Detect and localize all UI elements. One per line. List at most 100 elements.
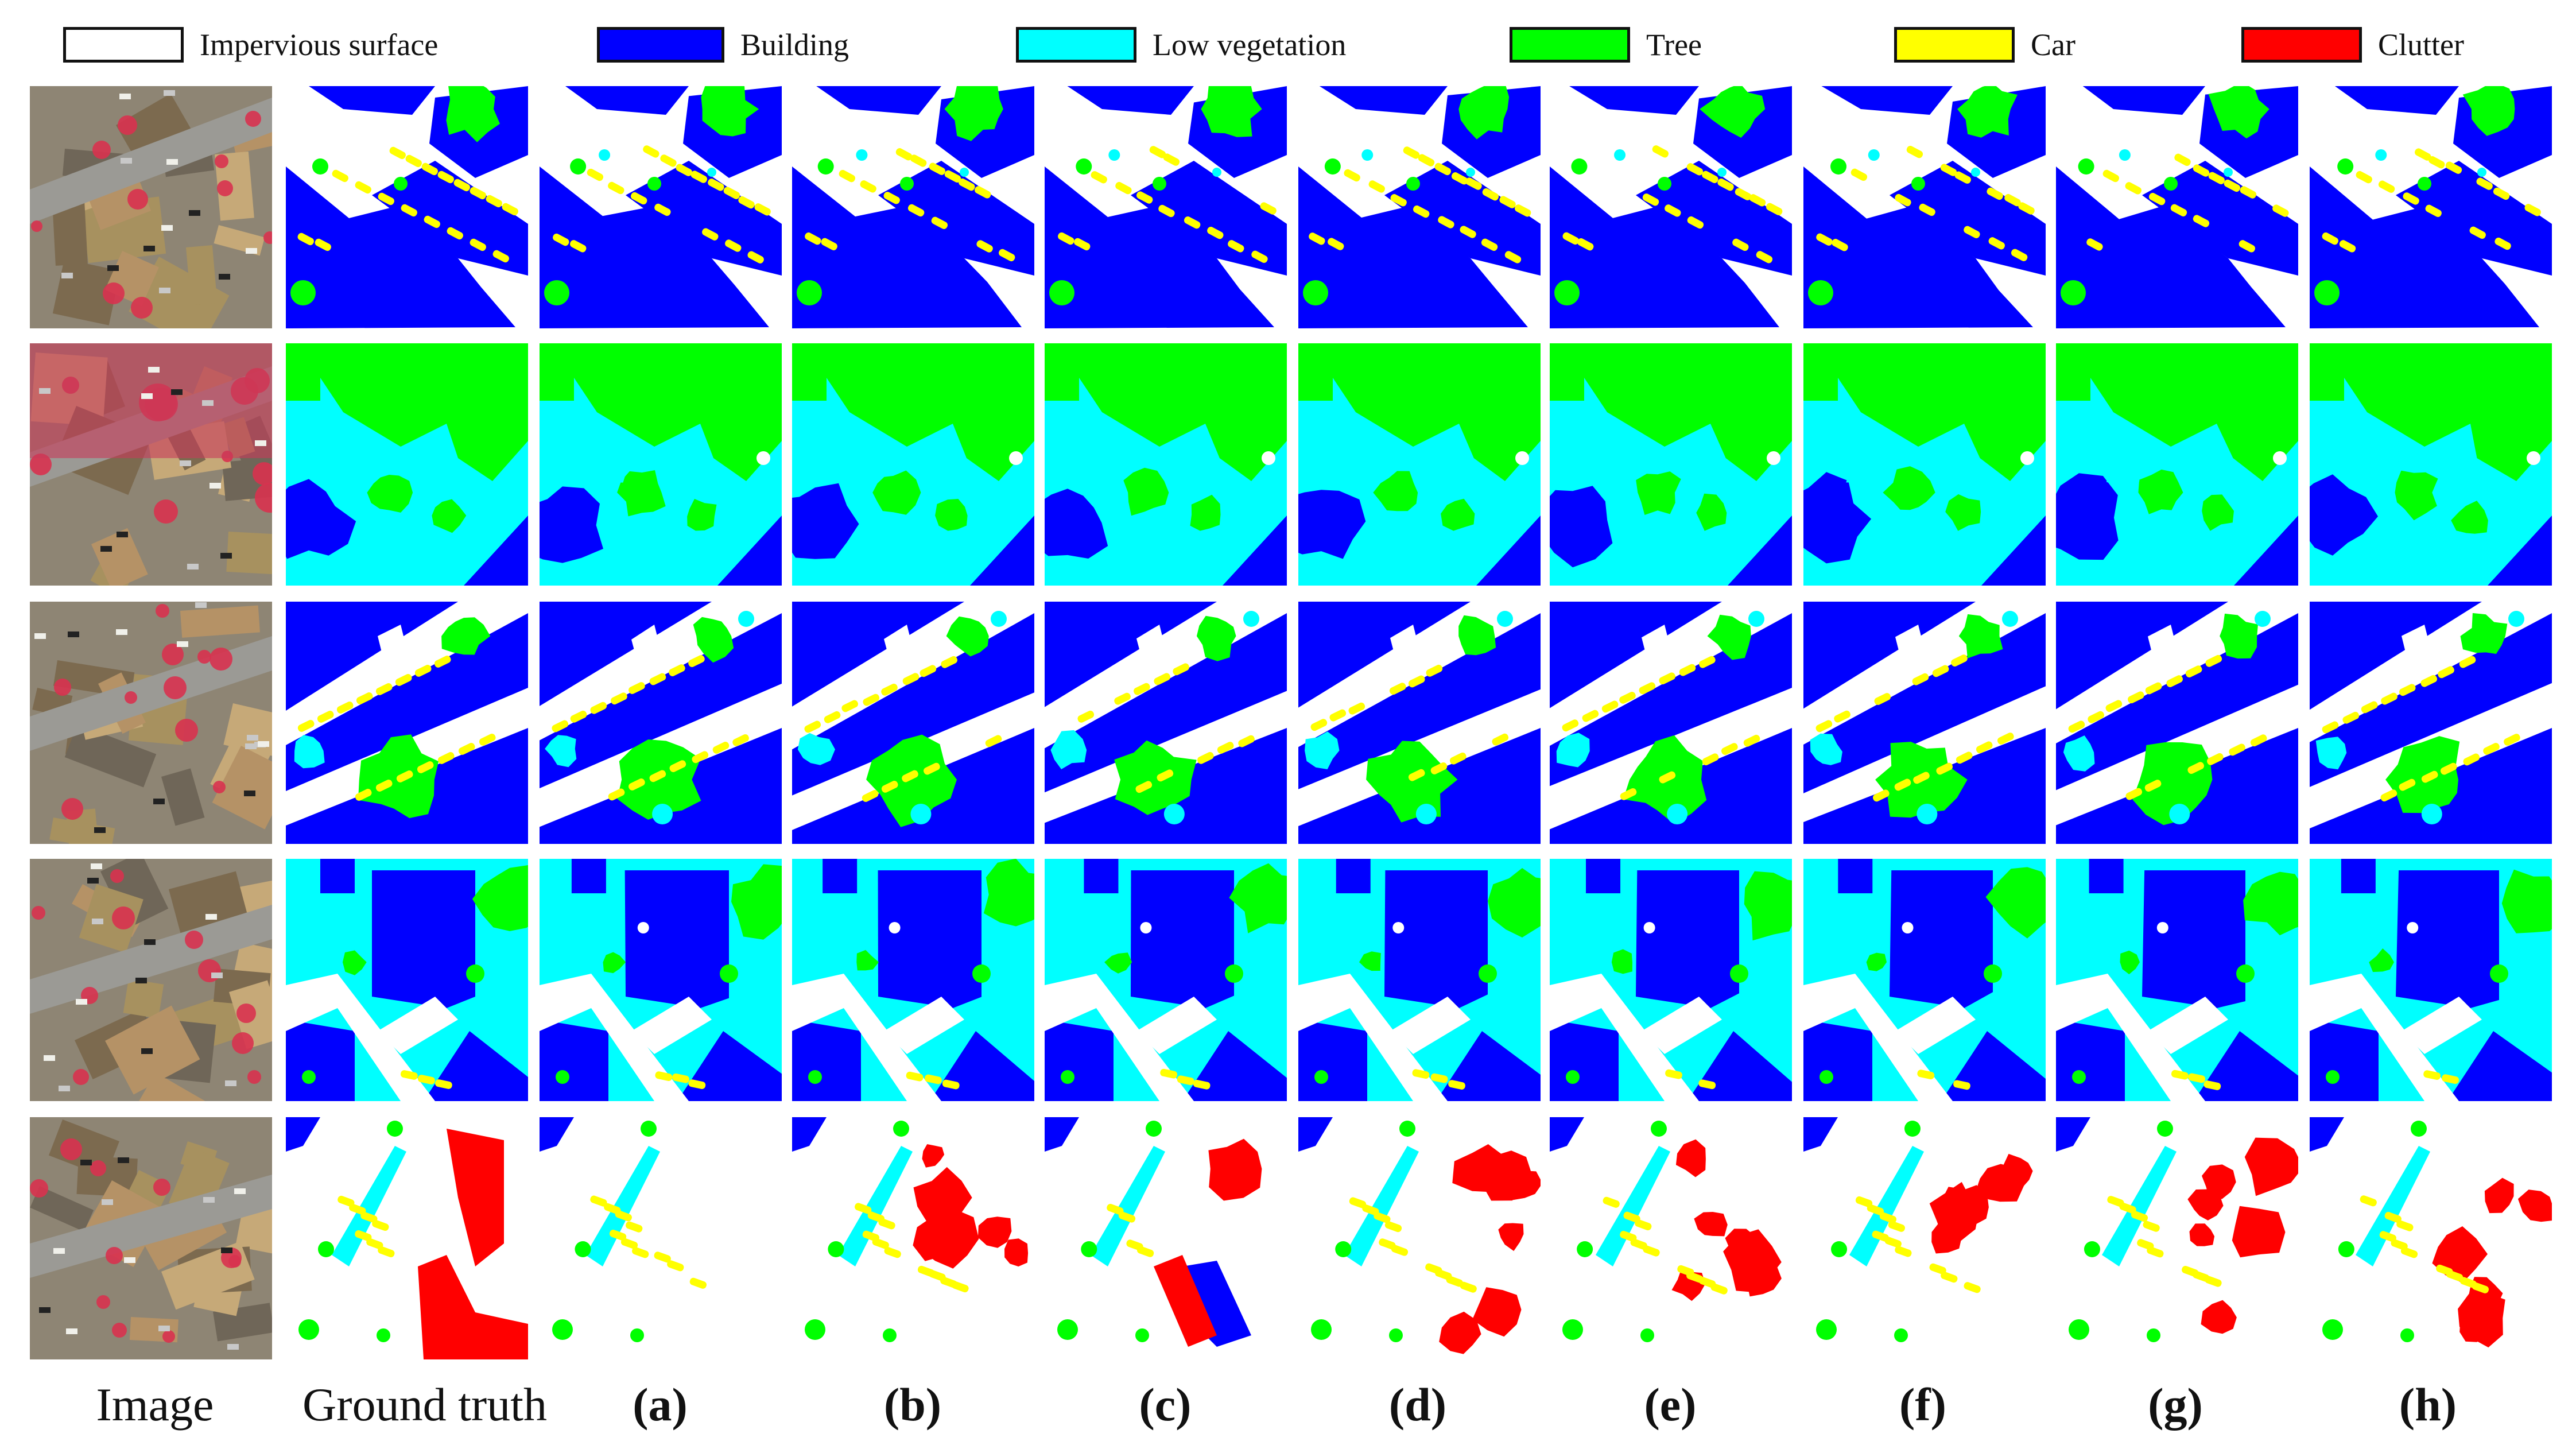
legend-swatch (1016, 27, 1136, 63)
segmentation-map (540, 86, 782, 328)
segmentation-map (1803, 859, 2046, 1101)
segmentation-map-e-scene-1 (1550, 86, 1792, 328)
segmentation-map (540, 343, 782, 586)
segmentation-map-h-scene-3 (2310, 602, 2552, 844)
segmentation-map (540, 602, 782, 844)
aerial-image-scene-4 (30, 859, 272, 1101)
segmentation-map (1298, 86, 1541, 328)
segmentation-map (1550, 86, 1792, 328)
segmentation-map-b-scene-1 (792, 86, 1034, 328)
segmentation-map-f-scene-5 (1803, 1117, 2046, 1359)
class-legend: Impervious surface Building Low vegetati… (0, 0, 2576, 86)
aerial-image-scene-2 (30, 343, 272, 586)
column-label-c: (c) (1139, 1378, 1192, 1431)
segmentation-map-h-scene-4 (2310, 859, 2552, 1101)
legend-label: Impervious surface (200, 28, 439, 62)
segmentation-map-d-scene-3 (1298, 602, 1541, 844)
segmentation-map-gt-scene-5 (286, 1117, 528, 1359)
legend-item-car: Car (1894, 22, 2075, 68)
legend-item-low-vegetation: Low vegetation (1016, 22, 1346, 68)
segmentation-map-h-scene-2 (2310, 343, 2552, 586)
column-label-d: (d) (1388, 1378, 1447, 1431)
column-label-h: (h) (2399, 1378, 2457, 1431)
segmentation-map-c-scene-5 (1045, 1117, 1287, 1359)
segmentation-map-gt-scene-1 (286, 86, 528, 328)
legend-item-building: Building (597, 22, 849, 68)
segmentation-map (2056, 86, 2298, 328)
aerial-image-scene-1 (30, 86, 272, 328)
segmentation-map-b-scene-5 (792, 1117, 1034, 1359)
segmentation-map-c-scene-1 (1045, 86, 1287, 328)
segmentation-map-g-scene-3 (2056, 602, 2298, 844)
legend-swatch (2241, 27, 2362, 63)
segmentation-map (1550, 343, 1792, 586)
aerial-photo (30, 859, 272, 1101)
column-label-image: Image (96, 1378, 214, 1431)
segmentation-map (286, 602, 528, 844)
segmentation-map-b-scene-3 (792, 602, 1034, 844)
segmentation-map (1045, 602, 1287, 844)
segmentation-map (286, 86, 528, 328)
segmentation-map-e-scene-4 (1550, 859, 1792, 1101)
column-label-ground-truth: Ground truth (302, 1378, 547, 1431)
segmentation-map (792, 343, 1034, 586)
segmentation-map (540, 1117, 782, 1359)
column-label-a: (a) (633, 1378, 688, 1431)
segmentation-map (1045, 859, 1287, 1101)
segmentation-map-a-scene-5 (540, 1117, 782, 1359)
segmentation-map-gt-scene-2 (286, 343, 528, 586)
segmentation-map-d-scene-4 (1298, 859, 1541, 1101)
legend-item-clutter: Clutter (2241, 22, 2464, 68)
column-label-f: (f) (1899, 1378, 1946, 1431)
legend-label: Clutter (2378, 28, 2464, 62)
segmentation-map-g-scene-4 (2056, 859, 2298, 1101)
segmentation-map-g-scene-1 (2056, 86, 2298, 328)
aerial-image-scene-3 (30, 602, 272, 844)
segmentation-map (1803, 343, 2046, 586)
segmentation-map (1550, 1117, 1792, 1359)
segmentation-map (2056, 859, 2298, 1101)
segmentation-map (2310, 1117, 2552, 1359)
segmentation-map-g-scene-5 (2056, 1117, 2298, 1359)
legend-swatch (1894, 27, 2015, 63)
segmentation-map-f-scene-2 (1803, 343, 2046, 586)
segmentation-map (1298, 343, 1541, 586)
segmentation-map (2310, 86, 2552, 328)
segmentation-map-e-scene-2 (1550, 343, 1792, 586)
segmentation-map-gt-scene-3 (286, 602, 528, 844)
column-label-b: (b) (883, 1378, 942, 1431)
aerial-photo (30, 86, 272, 328)
aerial-photo (30, 343, 272, 586)
segmentation-map-c-scene-3 (1045, 602, 1287, 844)
legend-item-tree: Tree (1510, 22, 1702, 68)
segmentation-map (1045, 86, 1287, 328)
aerial-image-scene-5 (30, 1117, 272, 1359)
segmentation-map (1550, 602, 1792, 844)
segmentation-map (792, 859, 1034, 1101)
segmentation-map-a-scene-1 (540, 86, 782, 328)
segmentation-map (792, 602, 1034, 844)
segmentation-map (286, 343, 528, 586)
segmentation-map-a-scene-4 (540, 859, 782, 1101)
segmentation-map-f-scene-3 (1803, 602, 2046, 844)
segmentation-map-d-scene-1 (1298, 86, 1541, 328)
segmentation-map-c-scene-4 (1045, 859, 1287, 1101)
segmentation-map-b-scene-4 (792, 859, 1034, 1101)
legend-swatch (597, 27, 724, 63)
segmentation-map-g-scene-2 (2056, 343, 2298, 586)
segmentation-map (2310, 343, 2552, 586)
segmentation-map (1298, 859, 1541, 1101)
legend-label: Building (740, 28, 849, 62)
legend-item-impervious-surface: Impervious surface (63, 22, 438, 68)
segmentation-map (1803, 86, 2046, 328)
column-label-g: (g) (2148, 1378, 2203, 1431)
column-label-e: (e) (1644, 1378, 1697, 1431)
legend-label: Low vegetation (1153, 28, 1347, 62)
segmentation-map (792, 1117, 1034, 1359)
segmentation-map (1298, 1117, 1541, 1359)
segmentation-map (1550, 859, 1792, 1101)
segmentation-map-h-scene-5 (2310, 1117, 2552, 1359)
aerial-photo (30, 602, 272, 844)
segmentation-map (540, 859, 782, 1101)
segmentation-map (1298, 602, 1541, 844)
